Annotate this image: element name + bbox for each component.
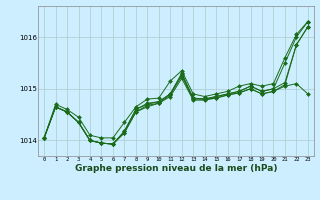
X-axis label: Graphe pression niveau de la mer (hPa): Graphe pression niveau de la mer (hPa) bbox=[75, 164, 277, 173]
